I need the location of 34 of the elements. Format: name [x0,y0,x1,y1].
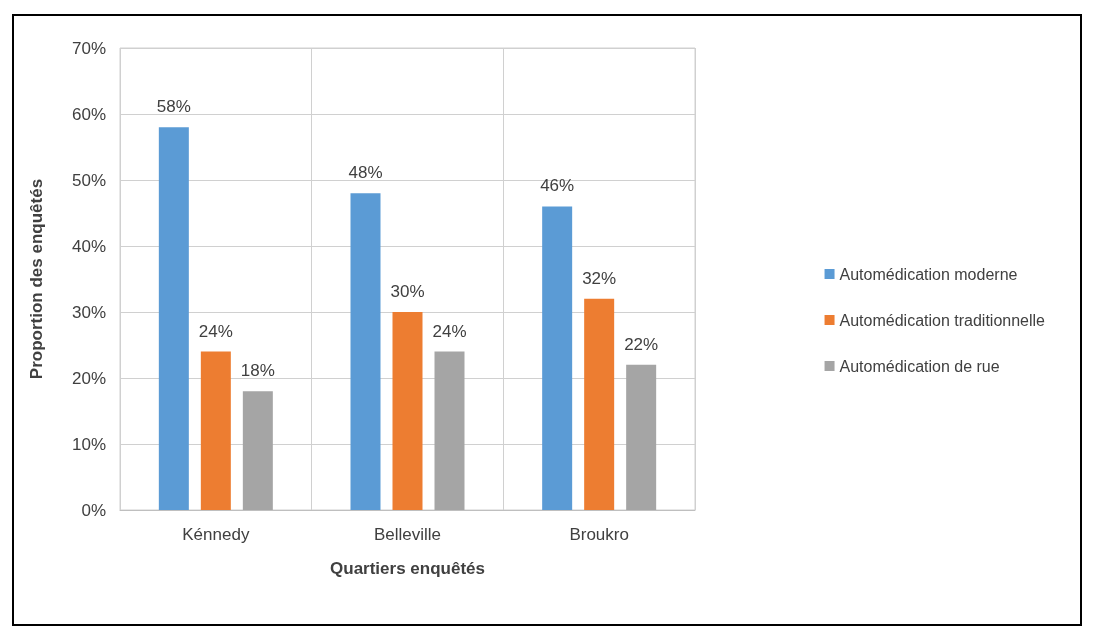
y-tick-label: 70% [71,38,106,58]
y-axis-title: Proportion des enquêtés [27,178,46,380]
data-label: 46% [540,176,575,196]
data-label: 58% [156,97,191,117]
data-label: 22% [624,334,659,354]
x-axis-title: Quartiers enquêtés [330,559,485,578]
bar [200,351,231,510]
data-label: 32% [582,268,617,288]
x-tick-label: Broukro [569,525,629,544]
data-label: 18% [240,361,275,381]
y-tick-label: 40% [71,236,106,256]
bar [350,193,381,510]
data-label: 24% [198,321,233,341]
y-tick-label: 20% [71,368,106,388]
bar [242,391,273,510]
y-tick-label: 30% [71,302,106,322]
y-tick-label: 10% [71,434,106,454]
bar [158,127,189,510]
bar [434,351,465,510]
data-label: 48% [348,163,383,183]
legend-label: Automédication moderne [839,265,1018,283]
x-tick-label: Belleville [373,525,442,544]
data-label: 30% [390,282,425,301]
legend-label: Automédication de rue [839,357,1000,375]
bar [392,312,423,510]
y-tick-label: 0% [81,500,106,520]
legend-label: Automédication traditionnelle [839,311,1046,329]
bar [542,206,573,510]
bar [584,298,615,510]
y-tick-label: 60% [71,104,106,124]
bar [626,364,657,510]
data-label: 24% [432,321,467,341]
x-tick-label: Kénnedy [182,525,250,544]
y-tick-label: 50% [71,170,106,190]
